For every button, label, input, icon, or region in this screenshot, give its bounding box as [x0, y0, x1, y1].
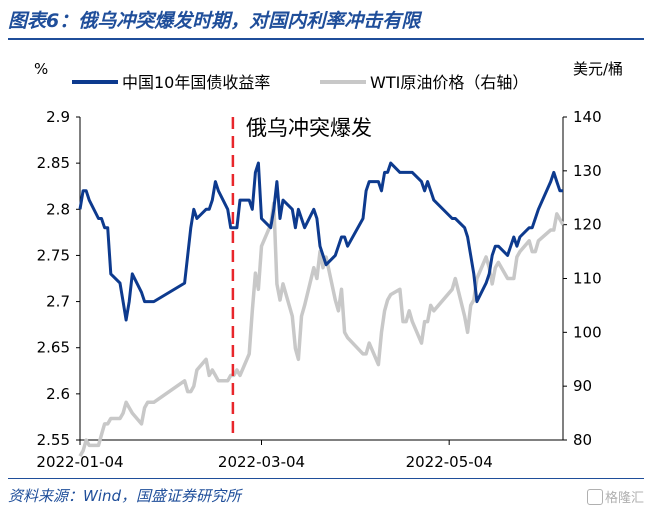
- series-layer: [78, 161, 565, 457]
- figure-title: 图表6：俄乌冲突爆发时期，对国内利率冲击有限: [8, 10, 421, 32]
- watermark-text: 格隆汇: [605, 491, 645, 506]
- right-tick-label: 80: [573, 431, 592, 449]
- event-label: 俄乌冲突爆发: [246, 116, 372, 140]
- annotation-layer: 俄乌冲突爆发: [231, 116, 372, 440]
- left-tick-label: 2.9: [46, 108, 70, 126]
- source-divider: [8, 478, 644, 479]
- series-line-cgb-10y: [78, 161, 563, 322]
- right-tick-label: 130: [573, 162, 602, 180]
- right-tick-label: 120: [573, 216, 602, 234]
- right-tick-label: 140: [573, 108, 602, 126]
- right-axis-unit: 美元/桶: [573, 60, 623, 78]
- legend: 中国10年国债收益率 WTI原油价格（右轴）: [72, 73, 528, 92]
- left-axis-unit: %: [34, 60, 48, 78]
- left-tick-label: 2.6: [46, 385, 70, 403]
- left-tick-label: 2.85: [37, 154, 70, 172]
- left-tick-label: 2.55: [37, 431, 70, 449]
- x-tick-label: 2022-05-04: [406, 453, 493, 471]
- legend-label-cgb: 中国10年国债收益率: [122, 73, 270, 92]
- right-axis: 80 90 100 110 120 130 140 美元/桶: [562, 60, 623, 449]
- source-note: 资料来源：Wind，国盛证券研究所: [8, 487, 242, 505]
- left-tick-label: 2.7: [46, 293, 70, 311]
- title-divider: [8, 38, 644, 40]
- x-axis: 2022-01-04 2022-03-04 2022-05-04: [36, 439, 563, 471]
- left-tick-label: 2.65: [37, 339, 70, 357]
- legend-label-wti: WTI原油价格（右轴）: [370, 73, 528, 92]
- right-tick-label: 100: [573, 323, 602, 341]
- left-tick-label: 2.75: [37, 246, 70, 264]
- watermark: 格隆汇: [587, 487, 644, 506]
- x-tick-label: 2022-01-04: [36, 453, 123, 471]
- right-tick-label: 90: [573, 377, 592, 395]
- left-tick-label: 2.8: [46, 200, 70, 218]
- watermark-logo-icon: [587, 489, 603, 505]
- left-axis: 2.55 2.6 2.65 2.7 2.75 2.8 2.85 2.9%: [34, 60, 81, 449]
- right-tick-label: 110: [573, 270, 602, 288]
- x-tick-label: 2022-03-04: [218, 453, 305, 471]
- series-line-wti: [78, 201, 565, 457]
